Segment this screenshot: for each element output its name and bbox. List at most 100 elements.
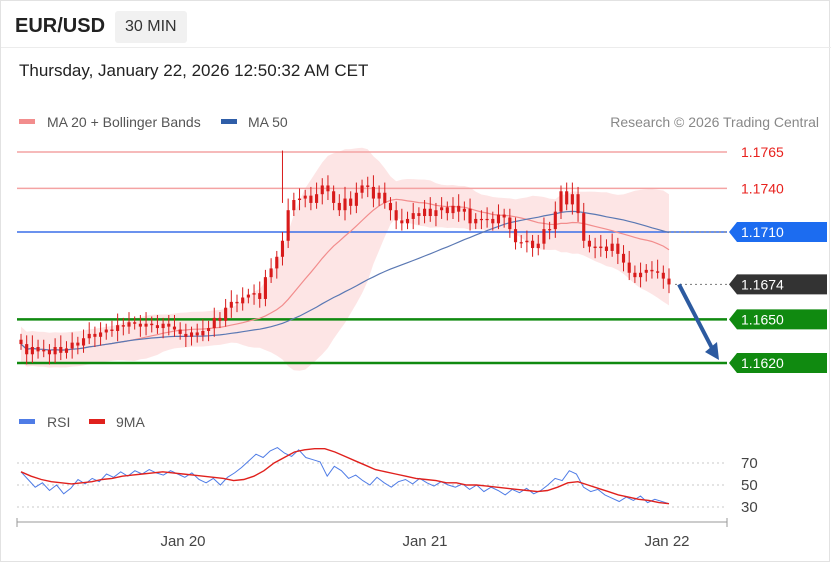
candle-body [201,330,205,336]
ma20-legend-label: MA 20 + Bollinger Bands [47,114,201,130]
candle-body [462,208,466,212]
rsi-tick-label: 70 [741,455,758,472]
candle-body [286,210,290,241]
candle [604,239,609,259]
candle [593,237,597,259]
pair-title: EUR/USD [15,15,106,37]
candle-body [127,322,131,327]
candle-body [576,194,580,214]
candle-body [144,323,148,327]
candle [531,234,535,257]
candle-body [479,218,483,221]
candle [133,316,137,330]
candle [599,234,603,257]
candle [576,186,580,222]
candle [280,232,285,266]
candle-body [53,346,57,355]
candle [411,202,415,230]
candle-body [570,194,574,205]
level-label: 1.1740 [741,180,784,196]
candle [621,245,626,272]
candle-body [411,213,415,219]
candle-body [116,325,120,331]
candle [371,175,375,208]
candle [354,182,358,214]
candle-body [502,214,506,218]
candle-body [303,195,307,199]
candle [93,326,97,347]
candle [99,322,103,346]
candle-body [542,229,546,244]
candle-body [297,198,302,201]
candle-body [172,326,177,330]
candle [667,268,671,294]
price-tag-pivot: 1.1710 [729,222,827,243]
candle [360,179,364,199]
candle-body [650,269,654,272]
candle [343,186,347,221]
candle-body [229,301,233,308]
candle-body [610,243,614,251]
candle-body [639,272,643,278]
candle [121,317,125,336]
rsi-ma-line [20,448,670,505]
candle [428,197,432,222]
candle [189,326,194,346]
candle-body [320,185,324,195]
candle [64,341,69,359]
candle-body [627,262,631,273]
timeframe-badge[interactable]: 30 MIN [115,11,187,43]
candle-body [315,194,319,203]
candle [36,339,40,359]
candle [286,198,290,249]
candle [241,287,245,311]
candle-body [565,191,569,205]
candle-body [150,323,154,326]
header-divider [1,47,831,48]
x-tick-label: Jan 20 [160,533,205,550]
candle [582,202,586,249]
candle-body [195,332,199,336]
candle [263,269,267,307]
candle-body [332,191,336,203]
candle [565,182,569,211]
candle-body [468,208,472,224]
candle [138,314,142,337]
candle-body [587,240,591,247]
candle-body [70,342,74,349]
level-label: 1.1765 [741,144,784,160]
candle [167,314,171,336]
candle [87,322,91,345]
candle [229,290,233,318]
candle [184,323,188,347]
x-axis: Jan 20 Jan 21 Jan 22 [16,518,728,550]
candle-body [64,348,69,353]
price-tag-label: 1.1710 [741,224,784,240]
candle-body [661,272,665,279]
candle [570,182,574,215]
candle-body [93,333,97,337]
candle-body [599,246,603,249]
candle [457,194,461,222]
rsi-legend-swatch [19,419,35,424]
candle-body [667,278,671,285]
ma20-legend-swatch [19,119,35,124]
candle-body [224,307,228,321]
candle [320,178,324,205]
price-tag-label: 1.1620 [741,355,784,371]
timestamp: Thursday, January 22, 2026 12:50:32 AM C… [19,61,369,80]
candle-body [25,344,29,355]
candle-body [36,346,40,352]
candle-body [19,339,23,345]
candle [212,307,216,337]
rsi-ma-legend-label: 9MA [116,414,145,430]
candle [423,200,427,224]
candle-body [360,185,364,193]
candle-body [383,192,387,203]
candle [462,201,466,221]
candle [195,323,199,343]
candle-body [343,198,347,211]
forecast-arrow-head [705,342,719,360]
rsi-legend-label: RSI [47,414,70,430]
candle-body [178,329,182,334]
